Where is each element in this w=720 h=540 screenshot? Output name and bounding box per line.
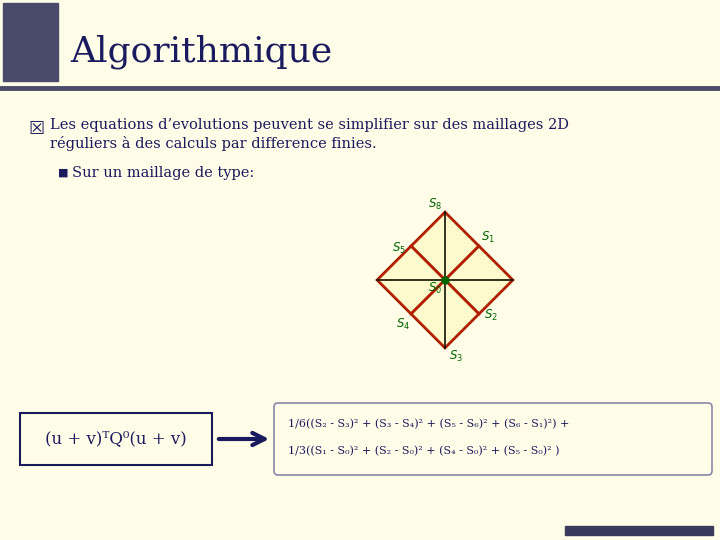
Text: $S_3$: $S_3$: [449, 349, 463, 364]
Text: ■: ■: [58, 168, 68, 178]
Text: Les equations d’evolutions peuvent se simplifier sur des maillages 2D: Les equations d’evolutions peuvent se si…: [50, 118, 569, 132]
FancyBboxPatch shape: [20, 413, 212, 465]
Text: $S_5$: $S_5$: [392, 240, 406, 255]
Text: 1/3((S₁ - S₀)² + (S₂ - S₀)² + (S₄ - S₀)² + (S₅ - S₀)² ): 1/3((S₁ - S₀)² + (S₂ - S₀)² + (S₄ - S₀)²…: [288, 446, 559, 456]
Text: réguliers à des calculs par difference finies.: réguliers à des calculs par difference f…: [50, 136, 377, 151]
Text: $S_4$: $S_4$: [396, 318, 410, 333]
Text: Sur un maillage de type:: Sur un maillage de type:: [72, 166, 254, 180]
Text: $S_0$: $S_0$: [428, 280, 442, 295]
Bar: [565, 526, 713, 535]
Bar: [3, 3, 58, 81]
FancyBboxPatch shape: [274, 403, 712, 475]
Text: $S_2$: $S_2$: [484, 308, 498, 323]
Text: 1/6((S₂ - S₃)² + (S₃ - S₄)² + (S₅ - S₆)² + (S₆ - S₁)²) +: 1/6((S₂ - S₃)² + (S₃ - S₄)² + (S₅ - S₆)²…: [288, 419, 570, 429]
Text: $S_1$: $S_1$: [481, 230, 495, 245]
Text: (u + v)ᵀQ⁰(u + v): (u + v)ᵀQ⁰(u + v): [45, 430, 187, 448]
Polygon shape: [411, 280, 479, 348]
Polygon shape: [377, 246, 445, 314]
Polygon shape: [445, 246, 513, 314]
Text: ☒: ☒: [28, 120, 44, 138]
Text: Algorithmique: Algorithmique: [70, 35, 332, 69]
Text: $S_8$: $S_8$: [428, 197, 442, 212]
Polygon shape: [411, 212, 479, 280]
FancyArrowPatch shape: [219, 433, 264, 445]
